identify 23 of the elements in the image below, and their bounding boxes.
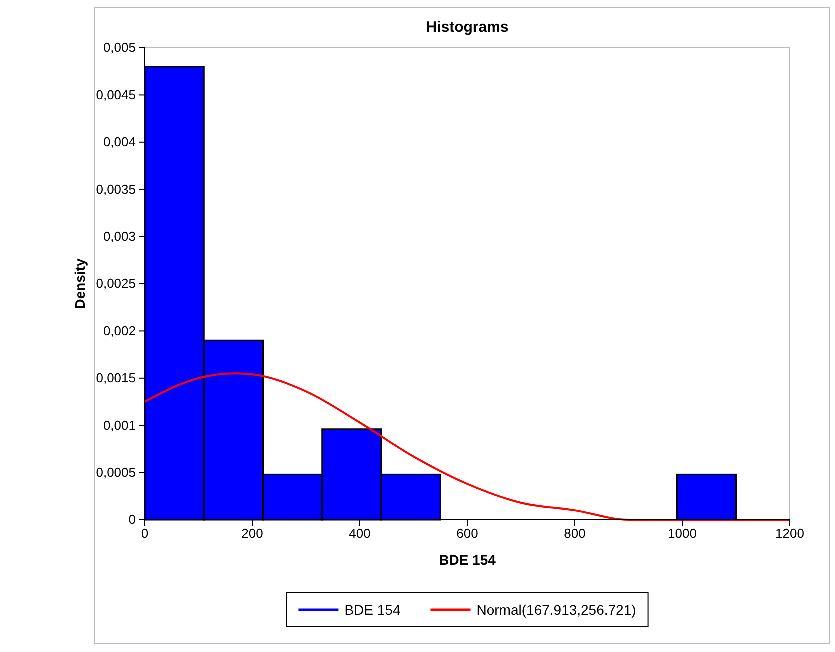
y-tick-label: 0,005 <box>103 40 136 56</box>
x-tick-label: 0 <box>141 526 149 542</box>
y-tick-label: 0,0035 <box>96 182 136 197</box>
chart-title: Histograms <box>426 19 509 36</box>
y-axis-title: Density <box>72 258 88 310</box>
y-tick-label: 0,001 <box>103 418 136 433</box>
y-tick-label: 0,0005 <box>96 464 136 480</box>
x-tick-label: 200 <box>242 526 264 542</box>
x-tick-label: 600 <box>456 526 478 542</box>
legend-label: BDE 154 <box>344 602 401 618</box>
y-tick-label: 0,0015 <box>96 370 136 386</box>
x-axis-title: BDE 154 <box>439 552 496 568</box>
y-tick-label: 0,004 <box>103 134 136 150</box>
y-tick-label: 0 <box>128 512 136 528</box>
x-tick-label: 1200 <box>776 526 804 542</box>
y-tick-label: 0,0025 <box>96 276 136 292</box>
y-tick-label: 0,003 <box>103 228 136 244</box>
x-tick-label: 400 <box>349 526 371 542</box>
x-tick-label: 800 <box>564 526 586 542</box>
y-tick-label: 0,002 <box>103 323 136 338</box>
legend-label: Normal(167.913,256.721) <box>476 602 636 618</box>
x-tick-label: 1000 <box>668 526 697 542</box>
y-tick-label: 0,0045 <box>96 87 136 102</box>
